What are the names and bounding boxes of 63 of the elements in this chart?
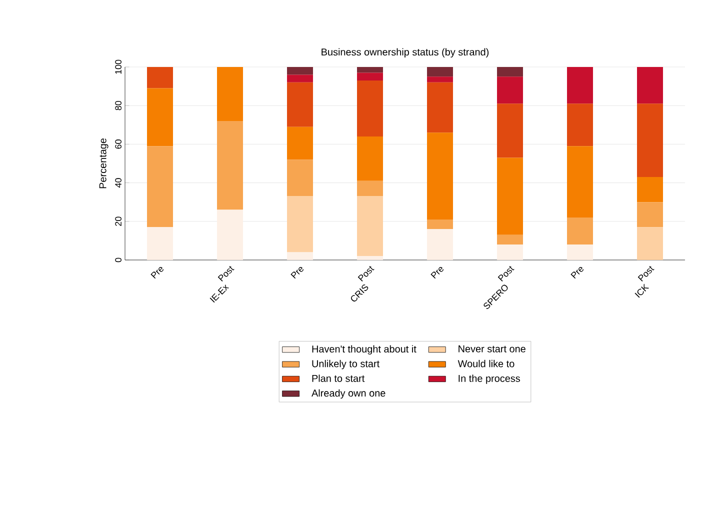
x-tick-label: Pre [430,267,444,279]
y-tick-label: 0 [115,258,122,262]
bar [357,196,384,256]
bar [427,132,454,220]
bar [497,76,524,104]
legend-label: Haven't thought about it [312,345,416,355]
legend-label: Plan to start [312,374,365,382]
bar [357,136,384,181]
bar [567,66,594,104]
bar [427,229,454,260]
bar [217,210,244,260]
x-tick-label: Pre [150,267,164,279]
bar [637,177,664,202]
bar [567,146,594,218]
y-tick-label: 60 [115,140,122,149]
bar [357,72,384,80]
bar [357,80,384,136]
bar [497,234,524,245]
y-axis-title: Percentage [99,138,108,188]
bar [357,66,384,73]
bar [217,66,244,122]
bar [217,121,244,210]
bar [147,146,174,228]
bar [287,126,314,160]
legend-label: Would like to [458,360,514,368]
bar [147,88,174,146]
bar [637,227,664,260]
legend-label: Already own one [312,389,386,399]
bar [287,196,314,252]
bar [427,219,454,230]
legend-label: Unlikely to start [312,360,380,370]
bar [287,74,314,82]
bar [427,66,454,77]
bar [497,66,524,77]
chart-title: Business ownership status (by strand) [322,48,489,58]
bar [637,202,664,228]
bar [147,227,174,260]
bar [497,244,524,260]
bar [497,158,524,235]
x-tick-label: Pre [570,267,584,279]
y-tick-label: 100 [115,60,122,74]
bar [637,104,664,177]
y-tick-label: 80 [115,100,122,110]
legend-label: Never start one [458,345,526,352]
bar [357,180,384,196]
y-tick-label: 20 [115,216,122,226]
bar [567,244,594,260]
bar [567,218,594,245]
bar [287,252,314,260]
bar [147,66,174,88]
bar [427,76,454,82]
bar [497,104,524,158]
bar [287,160,314,196]
bar [427,82,454,133]
bar [287,66,314,75]
y-tick-label: 40 [115,178,122,188]
legend-label: In the process [458,374,520,384]
x-tick-label: Pre [290,267,304,279]
text: ICK [634,284,650,298]
bar [357,256,384,260]
bar [637,66,664,104]
bar [567,104,594,146]
bar [287,82,314,127]
